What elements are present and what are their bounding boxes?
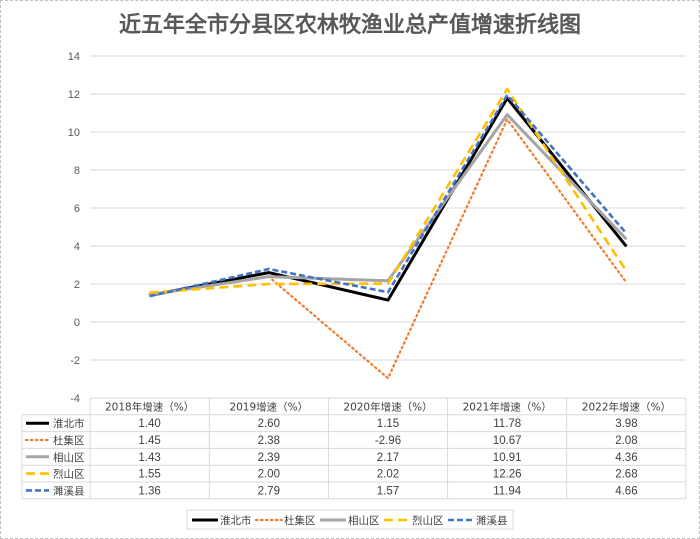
chart-title: 近五年全市分县区农林牧渔业总产值增速折线图 [119,12,581,38]
series-line-5 [149,93,628,298]
series-line-1 [149,96,628,302]
y-tick-label: 12 [68,89,80,101]
x-category-label: 2020年增速（%） [343,400,432,413]
data-cell: 10.67 [493,435,522,447]
x-category-label: 2022年增速（%） [582,400,671,413]
table-row-label: 烈山区 [53,469,85,481]
y-tick-label: 10 [68,127,80,139]
legend-label: 相山区 [348,514,380,527]
y-tick-label: 8 [74,165,80,177]
data-cell: 1.45 [138,435,160,447]
data-cell: 4.66 [615,485,637,497]
legend-box [186,509,514,530]
data-cell: 2.79 [258,485,280,497]
data-cell: 12.26 [493,469,522,481]
y-tick-label: 2 [74,279,80,291]
data-cell: 1.43 [138,452,160,464]
legend-label: 杜集区 [284,514,316,527]
data-cell: 1.15 [377,418,399,430]
data-table: 2018年增速（%） 2019增速（%） 2020年增速（%） 2021年增速（%） 2… [21,397,687,500]
data-cell: 10.91 [493,452,522,464]
table-row-label: 濉溪县 [53,484,85,497]
y-tick-label: -2 [70,355,80,367]
y-tick-label: 0 [74,317,80,329]
data-cell: 2.02 [377,469,399,481]
data-cell: 2.00 [258,469,280,481]
table-row-label: 淮北市 [53,417,85,430]
data-cell: 2.17 [377,452,399,464]
legend-label: 濉溪县 [476,514,508,527]
data-cell: -2.96 [375,435,401,447]
data-cell: 4.36 [615,452,637,464]
legend-label: 淮北市 [220,514,252,527]
y-tick-label: 14 [68,51,80,63]
data-cell: 2.08 [615,435,637,447]
data-cell: 1.57 [377,485,399,497]
legend-label: 烈山区 [412,515,444,527]
series-line-3 [149,113,628,297]
x-category-label: 2019增速（%） [229,400,308,413]
y-tick-label: -4 [70,393,80,405]
legend: 淮北市 杜集区 相山区 烈山区 濉溪县 [186,509,514,530]
data-cell: 1.55 [138,469,160,481]
x-category-label: 2021年增速（%） [463,400,552,413]
series-line-4 [149,87,628,294]
data-cell: 2.39 [258,452,280,464]
series-lines [148,87,628,380]
data-cell: 11.94 [493,485,522,497]
table-row-label: 相山区 [53,451,85,464]
data-cell: 2.60 [258,418,280,430]
data-cell: 3.98 [615,418,637,430]
data-cell: 1.40 [138,418,160,430]
data-cell: 11.78 [493,418,521,430]
table-row-label: 杜集区 [53,434,85,447]
y-tick-label: 4 [74,241,80,253]
data-cell: 2.68 [615,469,637,481]
x-category-label: 2018年增速（%） [105,400,194,413]
y-tick-label: 6 [74,203,80,215]
data-cell: 2.38 [258,435,280,447]
y-axis: -4 -2 0 2 4 6 8 10 12 14 [68,51,80,405]
data-cell: 1.36 [138,485,160,497]
